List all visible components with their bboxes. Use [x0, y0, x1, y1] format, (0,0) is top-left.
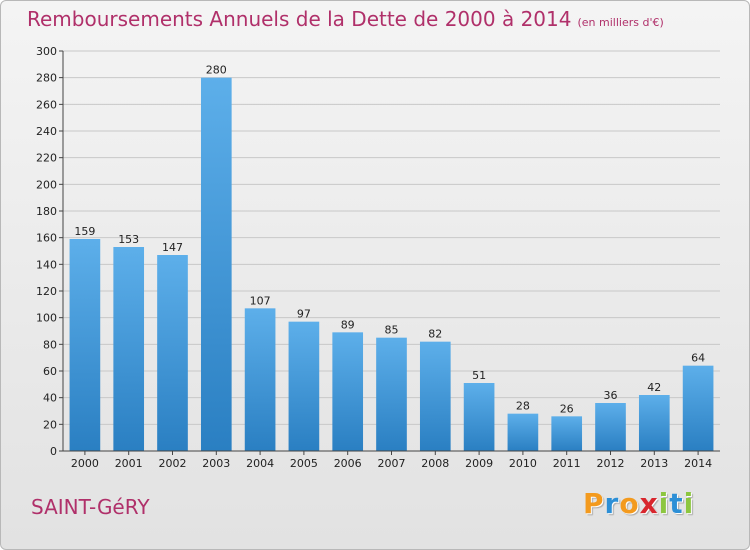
logo-letter: o: [619, 487, 640, 520]
x-tick-label-2011: 2011: [553, 457, 581, 470]
bar-2000: [69, 239, 101, 451]
logo-letter: P: [583, 487, 605, 520]
bar-2014: [682, 365, 714, 451]
x-tick-label-2006: 2006: [334, 457, 362, 470]
y-tick-label: 220: [36, 152, 57, 165]
value-label-2007: 85: [385, 324, 399, 337]
bar-2013: [638, 395, 670, 451]
bar-2001: [113, 247, 145, 451]
bar-2010: [507, 413, 539, 451]
logo-letter: x: [639, 487, 659, 520]
value-label-2011: 26: [560, 402, 574, 415]
x-tick-label-2002: 2002: [159, 457, 187, 470]
value-label-2013: 42: [647, 381, 661, 394]
x-tick-label-2000: 2000: [71, 457, 99, 470]
y-tick-label: 40: [43, 392, 57, 405]
x-tick-label-2008: 2008: [421, 457, 449, 470]
value-label-2005: 97: [297, 308, 311, 321]
y-tick-label: 60: [43, 365, 57, 378]
value-label-2010: 28: [516, 400, 530, 413]
x-tick-label-2013: 2013: [640, 457, 668, 470]
value-label-2001: 153: [118, 233, 139, 246]
bar-2005: [288, 321, 320, 451]
bar-2012: [595, 403, 626, 451]
place-name: SAINT-GéRY: [31, 495, 150, 519]
x-tick-label-2005: 2005: [290, 457, 318, 470]
value-label-2003: 280: [206, 64, 227, 77]
value-label-2002: 147: [162, 241, 183, 254]
x-tick-label-2004: 2004: [246, 457, 274, 470]
bar-2006: [332, 332, 364, 451]
logo-letter: i: [683, 487, 695, 520]
x-tick-label-2010: 2010: [509, 457, 537, 470]
y-tick-label: 140: [36, 258, 57, 271]
logo-letter: i: [658, 487, 670, 520]
bar-2007: [376, 337, 407, 451]
bar-2002: [157, 255, 188, 451]
bars: 159 153 147 280 107 97 89 85 82 51 28 26 36 42 64: [69, 64, 714, 452]
proxiti-logo: Proxiti: [583, 487, 694, 520]
value-label-2004: 107: [250, 294, 271, 307]
y-tick-label: 160: [36, 232, 57, 245]
value-label-2000: 159: [74, 225, 95, 238]
value-label-2008: 82: [428, 328, 442, 341]
chart-title-text: Remboursements Annuels de la Dette de 20…: [27, 7, 572, 31]
logo-letter: t: [669, 487, 684, 520]
x-tick-label-2012: 2012: [597, 457, 625, 470]
chart-subtitle: (en milliers d'€): [577, 16, 664, 29]
bar-2011: [551, 416, 583, 451]
value-label-2006: 89: [341, 318, 355, 331]
y-tick-label: 240: [36, 125, 57, 138]
x-tick-label-2009: 2009: [465, 457, 493, 470]
bar-2008: [419, 341, 451, 451]
y-tick-label: 260: [36, 98, 57, 111]
logo-letter: r: [604, 487, 620, 520]
y-tick-label: 180: [36, 205, 57, 218]
x-tick-label-2003: 2003: [202, 457, 230, 470]
x-tick-label-2007: 2007: [378, 457, 406, 470]
y-tick-label: 300: [36, 45, 57, 58]
bar-chart: 159 153 147 280 107 97 89 85 82 51 28 26 36 42 64 0 20 4…: [36, 45, 720, 470]
y-tick-label: 280: [36, 72, 57, 85]
y-tick-label: 0: [50, 445, 57, 458]
value-label-2014: 64: [691, 352, 705, 365]
bar-2004: [244, 308, 276, 451]
value-label-2012: 36: [604, 389, 618, 402]
y-tick-label: 120: [36, 285, 57, 298]
axes: 0 20 40 60 80 100 120 140 160 180 200 220 240 260 280 3…: [36, 45, 720, 470]
x-tick-label-2014: 2014: [684, 457, 712, 470]
y-tick-label: 100: [36, 312, 57, 325]
chart-title: Remboursements Annuels de la Dette de 20…: [27, 7, 664, 31]
bar-2009: [463, 383, 495, 451]
y-tick-label: 200: [36, 178, 57, 191]
value-label-2009: 51: [472, 369, 486, 382]
bar-2003: [200, 77, 232, 452]
y-tick-label: 20: [43, 418, 57, 431]
x-tick-label-2001: 2001: [115, 457, 143, 470]
y-tick-label: 80: [43, 338, 57, 351]
